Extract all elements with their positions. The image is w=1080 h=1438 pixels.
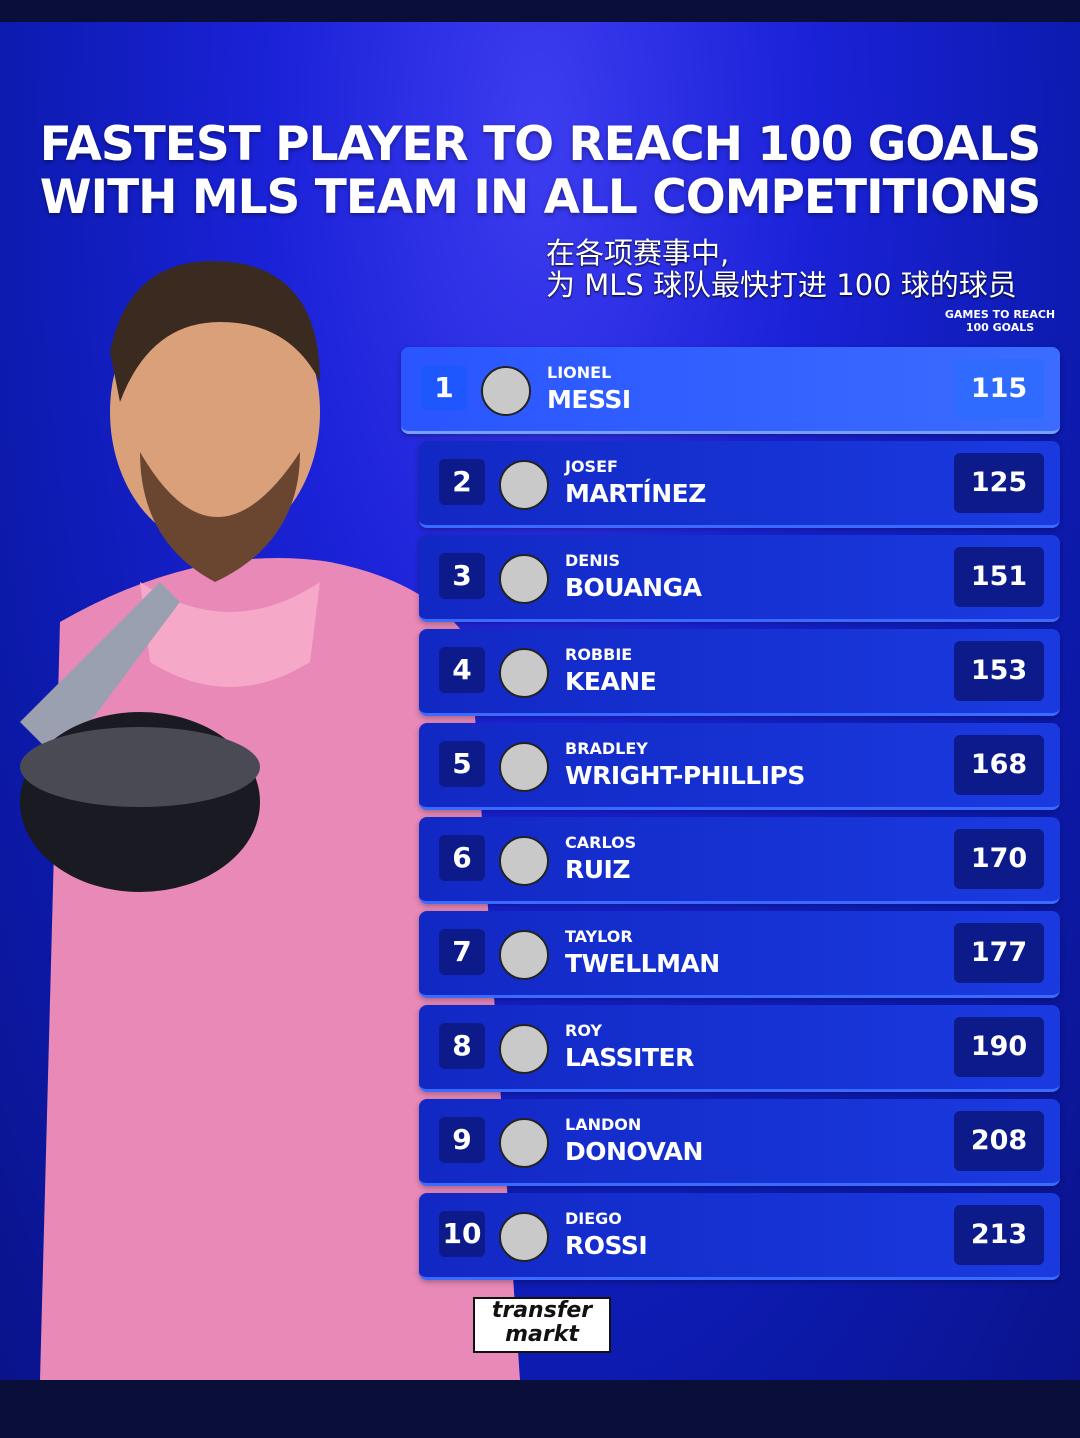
team-badge bbox=[499, 554, 549, 604]
games-count: 208 bbox=[954, 1111, 1044, 1171]
games-count: 153 bbox=[954, 641, 1044, 701]
first-name: ROY bbox=[565, 1021, 602, 1040]
team-badge bbox=[499, 460, 549, 510]
rank: 8 bbox=[439, 1023, 485, 1069]
team-badge bbox=[499, 1024, 549, 1074]
rank: 1 bbox=[421, 365, 467, 411]
team-badge bbox=[499, 1212, 549, 1262]
ranking-row: 6 CARLOS RUIZ 170 bbox=[419, 817, 1060, 904]
last-name: RUIZ bbox=[565, 855, 630, 884]
ranking-row: 1 LIONEL MESSI 115 bbox=[401, 347, 1060, 434]
last-name: TWELLMAN bbox=[565, 949, 720, 978]
team-badge bbox=[499, 930, 549, 980]
rank: 10 bbox=[439, 1211, 485, 1257]
ranking-row: 4 ROBBIE KEANE 153 bbox=[419, 629, 1060, 716]
games-count: 125 bbox=[954, 453, 1044, 513]
first-name: CARLOS bbox=[565, 833, 637, 852]
first-name: BRADLEY bbox=[565, 739, 648, 758]
rank: 3 bbox=[439, 553, 485, 599]
rank: 7 bbox=[439, 929, 485, 975]
logo-text: transfer bbox=[491, 1298, 593, 1323]
team-badge bbox=[499, 742, 549, 792]
column-header: GAMES TO REACH bbox=[944, 308, 1056, 321]
games-count: 151 bbox=[954, 547, 1044, 607]
first-name: JOSEF bbox=[565, 457, 618, 476]
last-name: MESSI bbox=[547, 385, 631, 414]
poster: FASTEST PLAYER TO REACH 100 GOALS WITH M… bbox=[0, 22, 1080, 1380]
title-line: FASTEST PLAYER TO REACH 100 GOALS bbox=[39, 117, 1042, 172]
rank: 6 bbox=[439, 835, 485, 881]
team-badge bbox=[481, 366, 531, 416]
title-line: WITH MLS TEAM IN ALL COMPETITIONS bbox=[39, 170, 1042, 225]
team-badge bbox=[499, 836, 549, 886]
first-name: TAYLOR bbox=[565, 927, 633, 946]
last-name: DONOVAN bbox=[565, 1137, 703, 1166]
player-photo bbox=[20, 261, 520, 1380]
rank: 2 bbox=[439, 459, 485, 505]
first-name: LIONEL bbox=[547, 363, 612, 382]
first-name: ROBBIE bbox=[565, 645, 633, 664]
games-count: 213 bbox=[954, 1205, 1044, 1265]
rank: 9 bbox=[439, 1117, 485, 1163]
games-count: 190 bbox=[954, 1017, 1044, 1077]
team-badge bbox=[499, 1118, 549, 1168]
ranking-row: 2 JOSEF MARTÍNEZ 125 bbox=[419, 441, 1060, 528]
last-name: LASSITER bbox=[565, 1043, 694, 1072]
first-name: LANDON bbox=[565, 1115, 642, 1134]
games-count: 115 bbox=[954, 359, 1044, 419]
ranking-row: 5 BRADLEY WRIGHT-PHILLIPS 168 bbox=[419, 723, 1060, 810]
last-name: BOUANGA bbox=[565, 573, 702, 602]
ranking-row: 7 TAYLOR TWELLMAN 177 bbox=[419, 911, 1060, 998]
team-badge bbox=[499, 648, 549, 698]
last-name: MARTÍNEZ bbox=[565, 479, 706, 508]
games-count: 177 bbox=[954, 923, 1044, 983]
ranking-row: 10 DIEGO ROSSI 213 bbox=[419, 1193, 1060, 1280]
games-count: 170 bbox=[954, 829, 1044, 889]
games-count: 168 bbox=[954, 735, 1044, 795]
first-name: DENIS bbox=[565, 551, 621, 570]
logo-text: markt bbox=[505, 1322, 579, 1347]
ranking-row: 9 LANDON DONOVAN 208 bbox=[419, 1099, 1060, 1186]
ranking-row: 3 DENIS BOUANGA 151 bbox=[419, 535, 1060, 622]
rank: 4 bbox=[439, 647, 485, 693]
ranking-row: 8 ROY LASSITER 190 bbox=[419, 1005, 1060, 1092]
subtitle-line: 为 MLS 球队最快打进 100 球的球员 bbox=[546, 268, 1017, 302]
subtitle-line: 在各项赛事中, bbox=[546, 236, 730, 270]
brand-logo: transfer markt bbox=[473, 1297, 611, 1353]
last-name: WRIGHT-PHILLIPS bbox=[565, 761, 805, 790]
column-header: 100 GOALS bbox=[965, 321, 1035, 334]
last-name: KEANE bbox=[565, 667, 657, 696]
last-name: ROSSI bbox=[565, 1231, 648, 1260]
first-name: DIEGO bbox=[565, 1209, 622, 1228]
rank: 5 bbox=[439, 741, 485, 787]
